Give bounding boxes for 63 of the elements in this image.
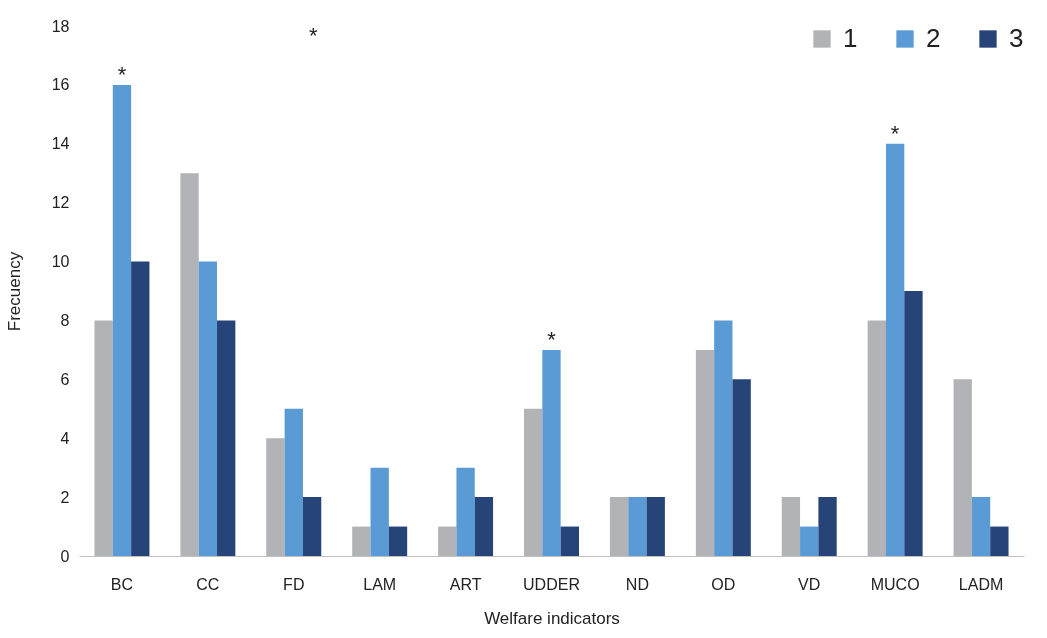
bar — [180, 173, 199, 556]
annotation: * — [547, 326, 557, 352]
y-tick-label: 6 — [60, 370, 70, 388]
bar — [542, 349, 561, 556]
bar — [609, 497, 629, 556]
bar — [524, 408, 543, 556]
y-tick-label: 0 — [60, 547, 70, 565]
x-tick-label: UDDER — [523, 575, 580, 593]
bar — [352, 526, 371, 556]
x-tick-label: FD — [283, 575, 305, 593]
bar — [388, 526, 408, 556]
x-tick-label: VD — [798, 575, 821, 593]
bar — [456, 467, 475, 556]
bar — [112, 84, 132, 556]
bar — [198, 261, 218, 556]
bar — [867, 320, 886, 556]
annotation: * — [309, 23, 318, 48]
bar — [990, 526, 1009, 556]
legend-label: 2 — [926, 23, 941, 53]
bar — [714, 320, 733, 556]
bar — [94, 320, 113, 556]
bar — [953, 379, 972, 556]
bar — [370, 467, 389, 556]
bar — [904, 291, 923, 556]
bar — [217, 320, 236, 556]
y-tick-label: 2 — [60, 488, 70, 506]
x-tick-label: BC — [110, 575, 134, 593]
x-axis-title: Welfare indicators — [484, 608, 620, 628]
y-axis-title: Frecuency — [4, 251, 24, 332]
bar — [302, 497, 322, 556]
bar — [284, 408, 303, 556]
y-tick-label: 16 — [51, 76, 70, 94]
bar — [131, 261, 150, 556]
y-tick-label: 18 — [51, 17, 70, 35]
x-tick-label: ART — [449, 575, 482, 593]
y-tick-label: 8 — [60, 311, 70, 329]
bar — [560, 526, 579, 556]
bar — [438, 526, 457, 556]
bar — [885, 143, 905, 556]
annotation: * — [890, 120, 900, 146]
bar — [818, 497, 837, 556]
y-tick-label: 4 — [60, 429, 70, 447]
y-tick-label: 12 — [51, 194, 70, 212]
x-tick-label: LADM — [958, 575, 1004, 593]
bar — [971, 497, 991, 556]
x-tick-label: CC — [196, 575, 220, 593]
bar — [800, 526, 819, 556]
y-tick-label: 14 — [51, 135, 70, 153]
bar — [732, 379, 751, 556]
y-tick-label: 10 — [51, 253, 70, 271]
bar — [695, 349, 715, 556]
legend-label: 3 — [1009, 23, 1024, 53]
bar — [646, 497, 665, 556]
x-tick-label: ND — [625, 575, 649, 593]
bar — [266, 438, 285, 556]
annotation: * — [117, 61, 127, 87]
bar — [781, 497, 801, 556]
legend-label: 1 — [843, 23, 858, 53]
bar — [474, 497, 494, 556]
bar — [628, 497, 647, 556]
x-tick-label: OD — [711, 575, 736, 593]
x-tick-label: MUCO — [870, 575, 920, 593]
x-tick-label: LAM — [363, 575, 397, 593]
